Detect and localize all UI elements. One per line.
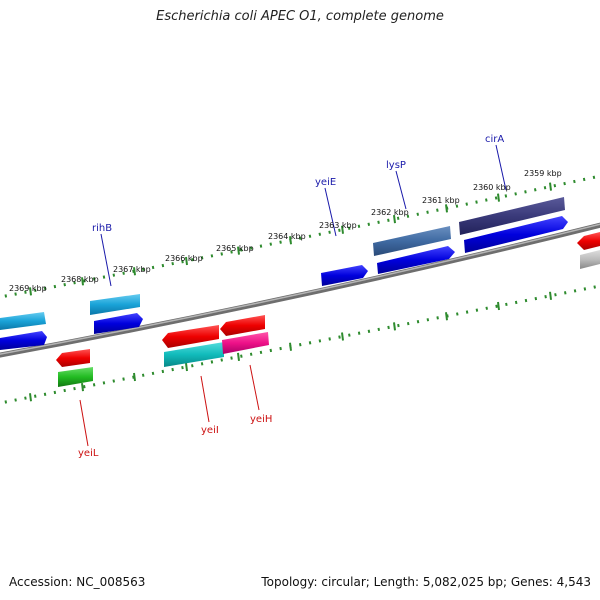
tick-label: 2364 kbp bbox=[268, 232, 306, 241]
major-tick bbox=[393, 215, 396, 224]
gene-label-yeiL: yeiL bbox=[78, 448, 99, 459]
gene-feature-forward bbox=[321, 265, 368, 286]
major-tick bbox=[445, 204, 448, 213]
major-tick bbox=[289, 342, 292, 351]
major-tick bbox=[29, 393, 32, 402]
gene-feature-reverse bbox=[222, 332, 269, 354]
gene-feature-reverse bbox=[56, 349, 90, 367]
label-leader-yeiL bbox=[79, 399, 89, 447]
gene-label-cirA: cirA bbox=[485, 134, 504, 145]
major-tick bbox=[445, 312, 448, 321]
major-tick bbox=[237, 352, 240, 361]
label-leader-yeiI bbox=[200, 375, 210, 423]
gene-label-lysP: lysP bbox=[386, 160, 406, 171]
major-tick bbox=[497, 301, 500, 311]
gene-label-yeiE: yeiE bbox=[315, 177, 336, 188]
tick-label: 2362 kbp bbox=[371, 208, 409, 217]
genome-backbone bbox=[0, 222, 600, 358]
major-tick bbox=[341, 332, 344, 341]
major-tick bbox=[341, 225, 344, 234]
tick-label: 2369 kbp bbox=[9, 284, 47, 293]
major-tick bbox=[185, 256, 188, 266]
major-tick bbox=[549, 182, 552, 191]
gene-feature-reverse bbox=[577, 232, 600, 250]
gene-feature-forward bbox=[0, 331, 47, 350]
major-tick bbox=[237, 246, 240, 255]
label-leader-lysP bbox=[395, 170, 407, 210]
gene-label-yeiI: yeiI bbox=[201, 425, 219, 436]
major-tick bbox=[133, 372, 136, 382]
inner-tick-ring bbox=[0, 284, 600, 405]
major-tick bbox=[549, 291, 552, 300]
genome-backbone-highlight bbox=[0, 223, 600, 355]
major-tick bbox=[497, 193, 500, 202]
major-tick bbox=[29, 287, 32, 296]
gene-feature-reverse bbox=[58, 367, 93, 387]
tick-label: 2360 kbp bbox=[473, 183, 511, 192]
label-leader-cirA bbox=[495, 144, 507, 191]
gene-feature-forward bbox=[459, 197, 565, 235]
label-leader-yeiE bbox=[324, 187, 337, 237]
accession-text: Accession: NC_008563 bbox=[9, 575, 146, 589]
gene-feature-forward bbox=[373, 226, 451, 256]
gene-feature-reverse bbox=[162, 325, 219, 348]
gene-feature-forward bbox=[94, 313, 143, 334]
tick-label: 2367 kbp bbox=[113, 265, 151, 274]
gene-label-yeiH: yeiH bbox=[250, 414, 272, 425]
major-tick bbox=[133, 267, 136, 276]
major-tick bbox=[393, 322, 396, 331]
gene-feature-forward bbox=[0, 312, 46, 330]
gene-feature-forward bbox=[377, 246, 455, 274]
major-tick bbox=[81, 383, 84, 392]
tick-label: 2366 kbp bbox=[165, 254, 203, 263]
gene-feature-reverse bbox=[220, 315, 265, 336]
gene-feature-forward bbox=[90, 294, 140, 315]
gene-feature-forward bbox=[464, 216, 568, 253]
label-leader-rihB bbox=[100, 233, 112, 287]
tick-label: 2368 kbp bbox=[61, 275, 99, 284]
tick-label: 2361 kbp bbox=[422, 196, 460, 205]
outer-tick-ring bbox=[0, 174, 600, 299]
gene-feature-reverse bbox=[164, 342, 224, 367]
tick-marks bbox=[29, 182, 552, 402]
gene-feature-reverse bbox=[580, 250, 600, 269]
major-tick bbox=[185, 362, 188, 372]
label-leader-yeiH bbox=[249, 364, 260, 411]
tick-label: 2359 kbp bbox=[524, 169, 562, 178]
gene-label-rihB: rihB bbox=[92, 223, 112, 234]
map-title: Escherichia coli APEC O1, complete genom… bbox=[156, 9, 444, 24]
major-tick bbox=[289, 236, 292, 245]
genome-summary-text: Topology: circular; Length: 5,082,025 bp… bbox=[261, 575, 591, 589]
tick-label: 2363 kbp bbox=[319, 221, 357, 230]
major-tick bbox=[81, 277, 84, 286]
tick-label: 2365 kbp bbox=[216, 244, 254, 253]
